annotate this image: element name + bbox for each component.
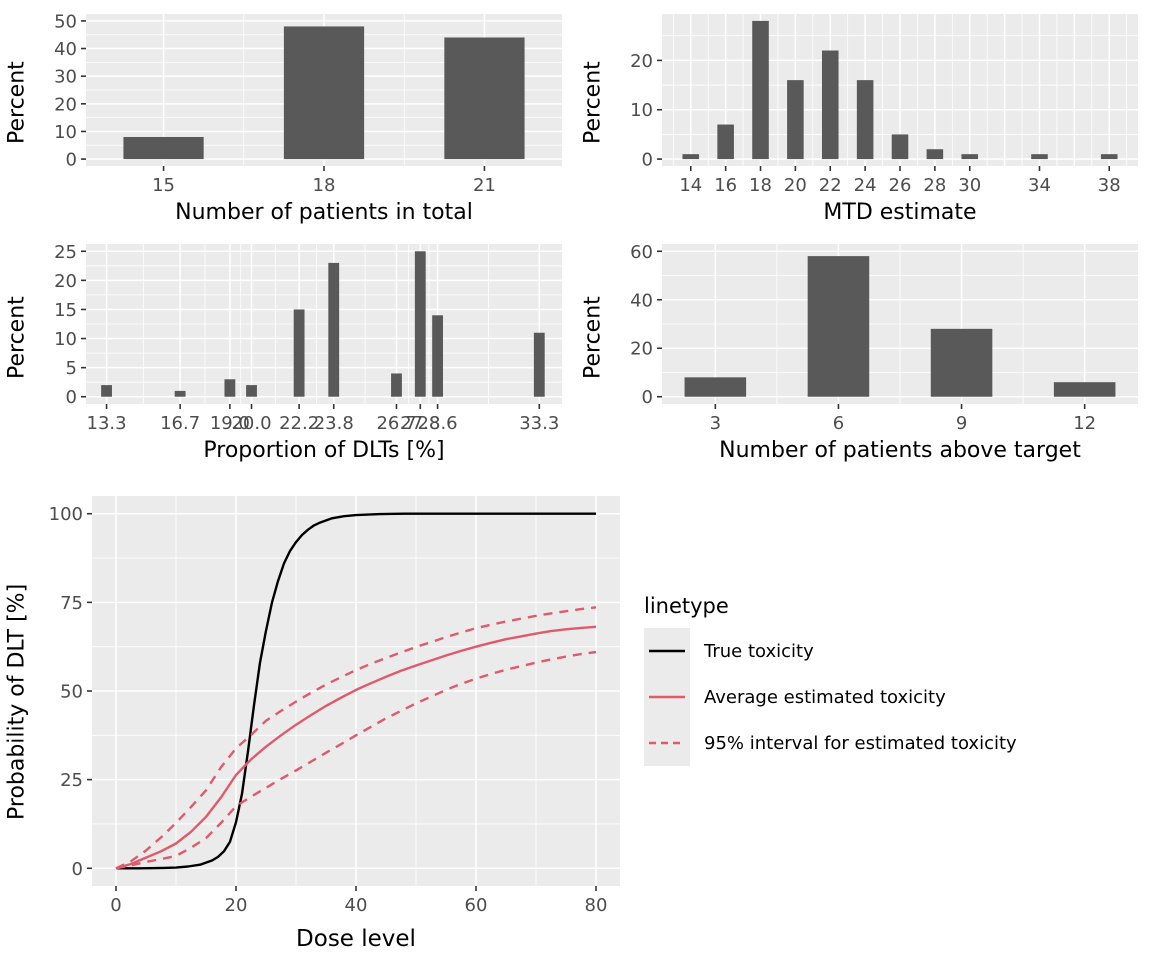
- svg-text:14: 14: [679, 175, 702, 196]
- dlt-proportion-histogram: 13.3 16.7 19.020.0 22.223.8 26.727.828.6 33.3…: [54, 242, 562, 434]
- panel-dose-toxicity: Probability of DLT [%] 0 20 40 60 80 0 25 50 75 1…: [0, 470, 634, 952]
- legend-title: linetype: [644, 594, 729, 618]
- panel-patients-total: Percent 15 18 21 0 10 20 30 40 50 Number of pati…: [0, 0, 576, 230]
- svg-text:75: 75: [60, 593, 83, 614]
- svg-text:25: 25: [54, 242, 77, 263]
- svg-text:20: 20: [630, 339, 653, 360]
- svg-text:10: 10: [54, 329, 77, 350]
- y-axis-title-dose-toxicity: Probability of DLT [%]: [4, 583, 30, 821]
- svg-text:26.7: 26.7: [376, 413, 416, 434]
- svg-text:19.0: 19.0: [210, 413, 250, 434]
- svg-text:24: 24: [854, 175, 877, 196]
- legend-key-95-interval: [644, 720, 690, 766]
- svg-text:0: 0: [66, 150, 77, 171]
- svg-text:40: 40: [54, 39, 77, 60]
- x-axis-title-dlt-proportion: Proportion of DLTs [%]: [203, 438, 445, 463]
- x-axis-title-patients-total: Number of patients in total: [175, 200, 473, 225]
- svg-text:9: 9: [956, 413, 967, 434]
- svg-text:27.8: 27.8: [400, 413, 440, 434]
- plot-column-patients-above-target: 3 6 9 12 0 20 40 60 Number of patients above ta…: [610, 236, 1148, 470]
- svg-text:20: 20: [630, 51, 653, 72]
- legend-key-average-estimated-toxicity: [644, 674, 690, 720]
- svg-text:28: 28: [923, 175, 946, 196]
- svg-text:60: 60: [630, 242, 653, 263]
- svg-text:100: 100: [49, 504, 83, 525]
- svg-text:30: 30: [958, 175, 981, 196]
- svg-text:15: 15: [152, 175, 175, 196]
- svg-text:38: 38: [1098, 175, 1121, 196]
- plot-column-patients-total: 15 18 21 0 10 20 30 40 50 Number of patients in …: [34, 6, 572, 230]
- svg-text:23.8: 23.8: [314, 413, 354, 434]
- y-axis-title-dlt-proportion: Percent: [4, 296, 30, 380]
- svg-text:80: 80: [585, 895, 608, 916]
- mtd-estimate-histogram: 14 16 18 20 22 24 26 28 30 34 38 0 10 20: [630, 14, 1138, 196]
- svg-text:16: 16: [714, 175, 737, 196]
- svg-text:40: 40: [345, 895, 368, 916]
- svg-text:13.3: 13.3: [87, 413, 127, 434]
- svg-text:60: 60: [465, 895, 488, 916]
- svg-text:10: 10: [54, 122, 77, 143]
- plot-column-dlt-proportion: 13.3 16.7 19.0 20.0 22.2 23.8 26.7 27.8 28.6 33.3…: [34, 236, 572, 470]
- svg-text:0: 0: [642, 150, 653, 171]
- legend-label-average-estimated-toxicity: Average estimated toxicity: [704, 686, 946, 708]
- svg-text:40: 40: [630, 290, 653, 311]
- svg-text:0: 0: [66, 387, 77, 408]
- svg-text:25: 25: [60, 770, 83, 791]
- svg-text:6: 6: [833, 413, 844, 434]
- panel-patients-above-target: Percent 3 6 9 12 0 20 40 60 Number of patients …: [576, 230, 1152, 470]
- svg-text:50: 50: [54, 11, 77, 32]
- patients-total-histogram: 15 18 21 0 10 20 30 40 50: [54, 11, 562, 196]
- y-axis-title-mtd-estimate: Percent: [580, 61, 606, 145]
- svg-text:0: 0: [72, 859, 83, 880]
- svg-text:10: 10: [630, 100, 653, 121]
- y-axis-title-patients-total: Percent: [4, 61, 30, 145]
- svg-text:12: 12: [1073, 413, 1096, 434]
- svg-text:20.0: 20.0: [231, 413, 271, 434]
- histogram-grid: Percent 15 18 21 0 10 20 30 40 50 Number of pati…: [0, 0, 1152, 470]
- plot-column-mtd-estimate: 14 16 18 20 22 24 26 28 30 34 38 0 10 20 MTD estimate: [610, 6, 1148, 230]
- legend-label-true-toxicity: True toxicity: [704, 640, 814, 662]
- x-axis-title-dose-toxicity: Dose level: [296, 926, 416, 952]
- svg-text:5: 5: [66, 358, 77, 379]
- svg-text:16.7: 16.7: [160, 413, 200, 434]
- svg-text:20: 20: [784, 175, 807, 196]
- legend-item-average-estimated-toxicity: Average estimated toxicity: [644, 674, 1017, 720]
- svg-text:26: 26: [889, 175, 912, 196]
- svg-text:20: 20: [225, 895, 248, 916]
- legend-item-95-interval: 95% interval for estimated toxicity: [644, 720, 1017, 766]
- dose-toxicity-section: Probability of DLT [%] 0 20 40 60 80 0 25 50 75 1…: [0, 470, 1152, 960]
- patients-above-target-histogram: 3 6 9 12 0 20 40 60: [630, 242, 1138, 434]
- svg-text:3: 3: [710, 413, 721, 434]
- x-axis-title-patients-above-target: Number of patients above target: [719, 438, 1081, 463]
- svg-text:15: 15: [54, 300, 77, 321]
- legend-label-95-interval: 95% interval for estimated toxicity: [704, 732, 1017, 754]
- svg-text:0: 0: [110, 895, 121, 916]
- legend-item-true-toxicity: True toxicity: [644, 628, 1017, 674]
- svg-text:21: 21: [473, 175, 496, 196]
- panel-dlt-proportion: Percent 13.3 16.7 19.0 20.0 22.2 23.8 26.7 27.8…: [0, 230, 576, 470]
- svg-text:22: 22: [819, 175, 842, 196]
- svg-text:20: 20: [54, 94, 77, 115]
- y-axis-title-patients-above-target: Percent: [580, 296, 606, 380]
- svg-text:0: 0: [642, 387, 653, 408]
- svg-text:30: 30: [54, 67, 77, 88]
- svg-text:18: 18: [749, 175, 772, 196]
- panel-mtd-estimate: Percent 14 16 18 20 22 24 26 28 30 34 38 0 10 20 MTD …: [576, 0, 1152, 230]
- svg-text:28.6: 28.6: [418, 413, 458, 434]
- svg-text:33.3: 33.3: [519, 413, 559, 434]
- svg-text:18: 18: [313, 175, 336, 196]
- linetype-legend: linetype True toxicity Average estimated…: [644, 594, 1017, 766]
- dose-toxicity-line-chart: 0 20 40 60 80 0 25 50 75 100: [49, 496, 620, 916]
- plot-column-dose-toxicity: 0 20 40 60 80 0 25 50 75 100 Dose level: [34, 482, 634, 952]
- svg-text:34: 34: [1028, 175, 1051, 196]
- svg-text:20: 20: [54, 271, 77, 292]
- svg-text:50: 50: [60, 682, 83, 703]
- svg-text:22.2: 22.2: [279, 413, 319, 434]
- legend-key-true-toxicity: [644, 628, 690, 674]
- x-axis-title-mtd-estimate: MTD estimate: [823, 200, 977, 225]
